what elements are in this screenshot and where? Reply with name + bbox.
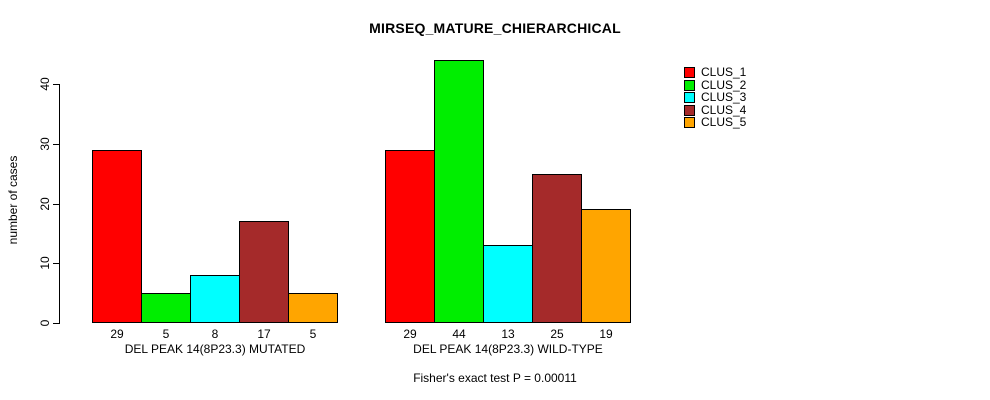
y-tick-mark <box>53 263 59 264</box>
legend-item: CLUS_4 <box>684 104 746 116</box>
legend-color-swatch <box>684 104 695 116</box>
bar-clus_5 <box>288 293 338 323</box>
y-tick-label: 20 <box>38 197 52 211</box>
bar-value-label: 19 <box>599 327 613 341</box>
group-axis-label: DEL PEAK 14(8P23.3) WILD-TYPE <box>413 342 603 356</box>
y-tick-label: 40 <box>38 77 52 91</box>
bar-value-label: 5 <box>162 327 170 341</box>
bar-value-label: 5 <box>309 327 317 341</box>
bar-value-label: 29 <box>110 327 124 341</box>
legend-color-swatch <box>684 91 695 103</box>
legend-item: CLUS_5 <box>684 116 746 128</box>
bar-value-label: 29 <box>403 327 417 341</box>
legend-item: CLUS_3 <box>684 91 746 103</box>
legend-label: CLUS_1 <box>701 65 747 79</box>
bar-clus_5 <box>581 209 631 323</box>
bar-value-label: 25 <box>550 327 564 341</box>
bar-clus_1 <box>385 150 435 323</box>
legend-label: CLUS_5 <box>701 115 747 129</box>
chart-title: MIRSEQ_MATURE_CHIERARCHICAL <box>369 20 621 36</box>
bar-clus_2 <box>141 293 191 323</box>
group-axis-label: DEL PEAK 14(8P23.3) MUTATED <box>124 342 306 356</box>
bar-clus_1 <box>92 150 142 323</box>
y-tick-mark <box>53 323 59 324</box>
bar-clus_4 <box>532 174 582 323</box>
legend-item: CLUS_2 <box>684 79 746 91</box>
legend-color-swatch <box>684 116 695 128</box>
bar-value-label: 13 <box>501 327 515 341</box>
y-axis-line <box>59 84 60 324</box>
y-tick-label: 10 <box>38 256 52 270</box>
legend: CLUS_1 CLUS_2 CLUS_3 CLUS_4 CLUS_5 <box>684 66 804 138</box>
bar-value-label: 44 <box>452 327 466 341</box>
y-tick-label: 30 <box>38 137 52 151</box>
y-tick-mark <box>53 144 59 145</box>
legend-label: CLUS_4 <box>701 103 747 117</box>
annotation-text: Fisher's exact test P = 0.00011 <box>413 371 577 385</box>
bar-clus_3 <box>190 275 240 323</box>
legend-label: CLUS_2 <box>701 78 747 92</box>
y-tick-mark <box>53 204 59 205</box>
bar-clus_4 <box>239 221 289 323</box>
bar-clus_3 <box>483 245 533 323</box>
y-tick-mark <box>53 84 59 85</box>
bar-clus_2 <box>434 60 484 323</box>
bar-value-label: 8 <box>211 327 219 341</box>
bar-value-label: 17 <box>257 327 271 341</box>
legend-color-swatch <box>684 66 695 78</box>
y-tick-label: 0 <box>38 319 52 327</box>
legend-item: CLUS_1 <box>684 66 746 78</box>
legend-label: CLUS_3 <box>701 90 747 104</box>
legend-color-swatch <box>684 79 695 91</box>
